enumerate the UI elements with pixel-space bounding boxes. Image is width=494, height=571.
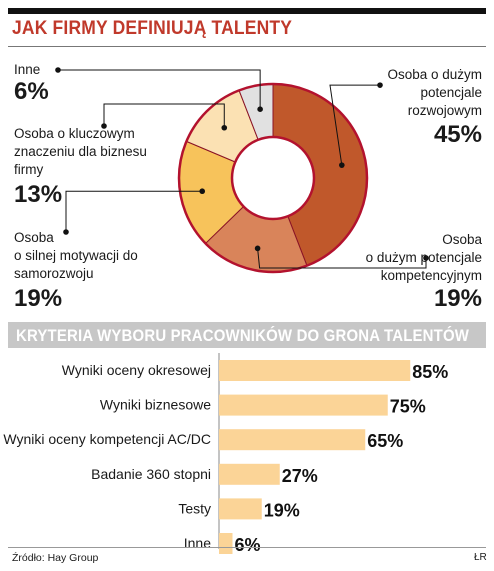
label-inne: Inne	[14, 61, 40, 79]
donut-hole	[230, 135, 316, 221]
bar	[219, 429, 366, 451]
bar-value-label: 75%	[390, 397, 426, 417]
bar-value-label: 65%	[367, 431, 403, 451]
pct-rozwoj: 45%	[433, 121, 482, 148]
label-line: znaczeniu dla biznesu	[14, 144, 147, 159]
title-divider	[8, 46, 486, 47]
pct-inne: 6%	[14, 78, 49, 105]
bar-category-label: Wyniki oceny kompetencji AC/DC	[3, 431, 211, 447]
donut-slices	[177, 82, 369, 274]
bar-category-label: Inne	[184, 535, 211, 551]
bar-value-label: 27%	[282, 466, 318, 486]
leader-motyw	[65, 190, 203, 232]
donut-chart	[55, 67, 429, 274]
pct-motyw: 19%	[14, 285, 63, 312]
bar-category-label: Wyniki oceny okresowej	[62, 362, 211, 378]
label-line: potencjale	[420, 85, 482, 100]
label-line: Osoba o dużym	[387, 67, 482, 82]
top-rule	[8, 8, 486, 14]
label-kompet: Osoba o dużym potencjale kompetencyjnym	[366, 231, 482, 285]
leader-inne-dot	[257, 106, 263, 112]
section-header-bar	[8, 322, 486, 348]
label-line: Inne	[14, 62, 41, 77]
label-line: kompetencyjnym	[380, 268, 482, 283]
chart-title: JAK FIRMY DEFINIUJĄ TALENTY	[12, 18, 293, 39]
label-line: firmy	[14, 162, 44, 177]
label-line: o dużym potencjale	[365, 250, 482, 265]
bar-group: Wyniki oceny okresowej 85% Wyniki biznesow…	[3, 353, 448, 555]
pct-kompet: 19%	[433, 285, 482, 312]
leader-klucz-end-dot	[101, 123, 107, 129]
label-rozwoj: Osoba o dużym potencjale rozwojowym	[387, 66, 482, 120]
label-line: samorozwoju	[14, 266, 94, 281]
bar-value-label: 85%	[412, 362, 448, 382]
bar	[219, 463, 280, 485]
leader-kompet-dot	[254, 245, 261, 252]
leader-inne	[58, 69, 261, 110]
bottom-divider	[8, 547, 486, 548]
bar	[219, 394, 388, 416]
leader-inne-end-dot	[55, 67, 61, 73]
label-klucz: Osoba o kluczowym znaczeniu dla biznesu …	[14, 125, 147, 179]
bar	[219, 360, 411, 381]
label-motyw: Osoba o silnej motywacji do samorozwoju	[14, 229, 138, 283]
section-title: KRYTERIA WYBORU PRACOWNIKÓW DO GRONA TAL…	[16, 326, 470, 345]
author-credit: ŁR	[474, 552, 487, 563]
leader-lines	[55, 67, 429, 269]
bar-value-label: 6%	[235, 535, 261, 555]
source-note: Źródło: Hay Group	[12, 552, 99, 564]
leader-kompet	[257, 248, 427, 269]
leader-kompet-end-dot	[423, 255, 429, 261]
leader-rozwoj-dot	[339, 162, 345, 168]
leader-motyw-dot	[199, 188, 206, 195]
leader-motyw-end-dot	[63, 229, 69, 235]
leader-rozwoj-end-dot	[377, 82, 383, 88]
leader-klucz	[103, 103, 225, 128]
bar-value-label: 19%	[264, 500, 300, 520]
label-line: Osoba	[442, 232, 482, 247]
bar	[219, 498, 262, 520]
bar-category-label: Testy	[178, 500, 211, 516]
bar-category-label: Badanie 360 stopni	[91, 466, 211, 482]
label-line: Osoba	[14, 230, 54, 245]
leader-rozwoj	[329, 84, 380, 166]
label-line: Osoba o kluczowym	[14, 126, 135, 141]
leader-klucz-dot	[221, 124, 228, 131]
donut-outer-ring	[177, 82, 369, 274]
label-line: rozwojowym	[407, 103, 482, 118]
label-line: o silnej motywacji do	[14, 248, 138, 263]
bar	[219, 533, 233, 554]
pct-klucz: 13%	[14, 181, 63, 208]
bar-category-label: Wyniki biznesowe	[100, 397, 211, 413]
